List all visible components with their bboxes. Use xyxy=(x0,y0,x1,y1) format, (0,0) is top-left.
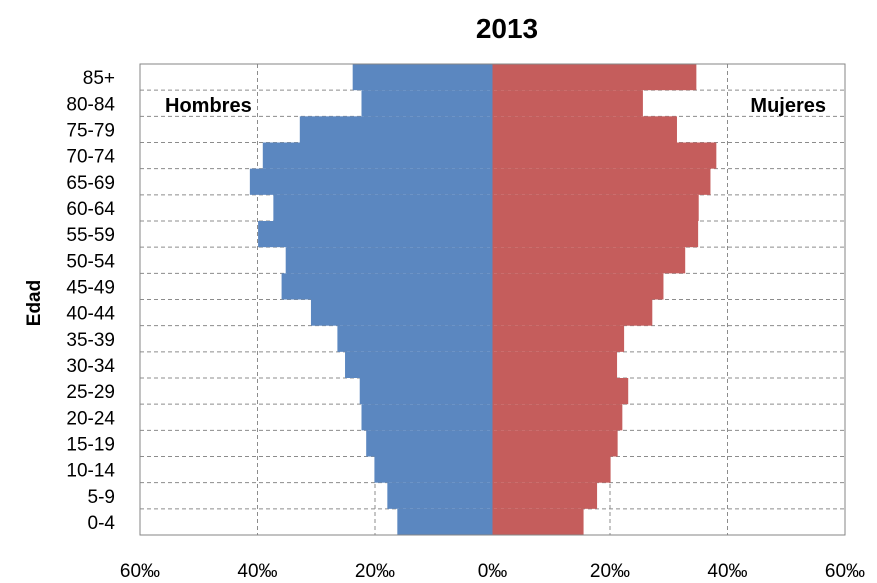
bar-mujeres-65-69 xyxy=(492,168,711,195)
series-label-mujeres: Mujeres xyxy=(750,95,826,117)
bar-hombres-25-29 xyxy=(359,378,493,405)
y-tick-label: 70-74 xyxy=(66,147,115,168)
bar-hombres-0-4 xyxy=(397,508,493,535)
bar-mujeres-40-44 xyxy=(492,299,653,326)
bar-hombres-80-84 xyxy=(361,90,493,117)
y-tick-label: 15-19 xyxy=(66,434,115,455)
x-tick-label: 60‰ xyxy=(825,561,865,582)
bar-mujeres-5-9 xyxy=(492,482,598,509)
y-tick-labels: 0-4 5-9 10-14 15-19 20-24 25-29 30-34 35-39 40-4… xyxy=(66,68,115,534)
chart-title: 2013 xyxy=(476,13,538,44)
x-tick-label: 40‰ xyxy=(237,561,277,582)
x-tick-label: 60‰ xyxy=(120,561,160,582)
y-tick-label: 85+ xyxy=(83,68,115,89)
y-tick-label: 50-54 xyxy=(66,251,115,272)
bar-hombres-5-9 xyxy=(387,482,493,509)
series-label-hombres: Hombres xyxy=(165,95,252,117)
y-tick-label: 25-29 xyxy=(66,382,115,403)
y-tick-label: 35-39 xyxy=(66,330,115,351)
bar-hombres-60-64 xyxy=(273,194,493,221)
bar-mujeres-15-19 xyxy=(492,430,618,457)
bar-mujeres-55-59 xyxy=(492,221,699,248)
y-tick-label: 45-49 xyxy=(66,277,115,298)
bar-hombres-75-79 xyxy=(299,116,493,143)
bar-hombres-35-39 xyxy=(337,325,493,352)
x-tick-label: 40‰ xyxy=(707,561,747,582)
y-tick-label: 65-69 xyxy=(66,173,115,194)
bar-mujeres-70-74 xyxy=(492,142,717,169)
bar-mujeres-60-64 xyxy=(492,194,699,221)
x-tick-label: 20‰ xyxy=(590,561,630,582)
x-tick-labels: 60‰ 40‰ 20‰ 0‰ 20‰ 40‰ 60‰ xyxy=(120,561,865,582)
bar-mujeres-85+ xyxy=(492,64,697,91)
bar-mujeres-50-54 xyxy=(492,247,686,274)
y-tick-label: 55-59 xyxy=(66,225,115,246)
bar-mujeres-10-14 xyxy=(492,456,611,483)
bar-hombres-55-59 xyxy=(258,221,493,248)
x-tick-label: 20‰ xyxy=(355,561,395,582)
bar-mujeres-30-34 xyxy=(492,351,618,378)
bar-hombres-20-24 xyxy=(361,404,493,431)
bar-hombres-50-54 xyxy=(285,247,493,274)
y-tick-label: 0-4 xyxy=(88,513,116,534)
bar-mujeres-20-24 xyxy=(492,404,623,431)
bar-hombres-15-19 xyxy=(366,430,493,457)
y-tick-label: 20-24 xyxy=(66,408,115,429)
bar-hombres-85+ xyxy=(352,64,493,91)
bar-mujeres-45-49 xyxy=(492,273,664,300)
bar-hombres-70-74 xyxy=(262,142,493,169)
y-tick-label: 75-79 xyxy=(66,120,115,141)
bar-mujeres-80-84 xyxy=(492,90,643,117)
bars-layer xyxy=(249,64,717,535)
y-tick-label: 30-34 xyxy=(66,356,115,377)
bar-mujeres-75-79 xyxy=(492,116,677,143)
bar-hombres-10-14 xyxy=(374,456,493,483)
bar-mujeres-0-4 xyxy=(492,508,584,535)
bar-mujeres-35-39 xyxy=(492,325,625,352)
y-tick-label: 10-14 xyxy=(66,461,115,482)
bar-mujeres-25-29 xyxy=(492,378,629,405)
y-tick-label: 40-44 xyxy=(66,304,115,325)
bar-hombres-40-44 xyxy=(310,299,493,326)
y-tick-label: 5-9 xyxy=(88,487,115,508)
x-tick-label: 0‰ xyxy=(478,561,508,582)
plot-frame xyxy=(139,63,846,536)
bar-hombres-45-49 xyxy=(281,273,493,300)
bar-hombres-65-69 xyxy=(249,168,493,195)
y-axis-label: Edad xyxy=(24,280,45,326)
y-tick-label: 80-84 xyxy=(66,94,115,115)
bar-hombres-30-34 xyxy=(345,351,493,378)
y-tick-label: 60-64 xyxy=(66,199,115,220)
